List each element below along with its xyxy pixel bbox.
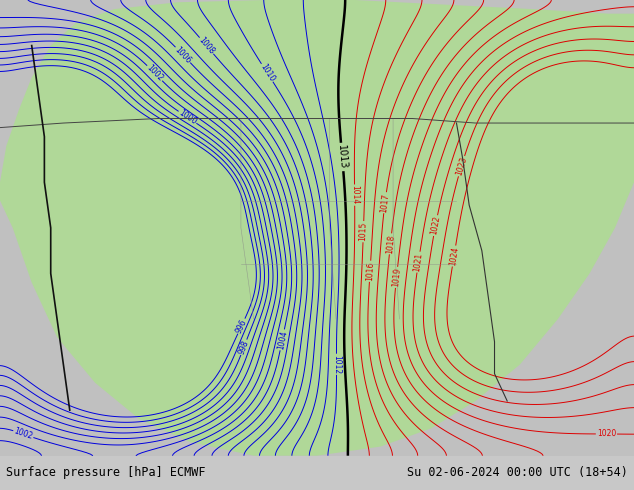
Polygon shape — [0, 0, 634, 456]
Text: 1017: 1017 — [379, 193, 391, 213]
Text: 1013: 1013 — [336, 145, 348, 170]
Text: 1012: 1012 — [332, 355, 341, 374]
Text: 1016: 1016 — [365, 261, 375, 281]
Text: Surface pressure [hPa] ECMWF: Surface pressure [hPa] ECMWF — [6, 466, 206, 479]
Text: 1004: 1004 — [276, 329, 288, 350]
Text: 1014: 1014 — [350, 185, 359, 205]
Text: 1023: 1023 — [455, 156, 469, 176]
Text: 1010: 1010 — [258, 62, 276, 83]
Text: 1008: 1008 — [197, 35, 216, 56]
Text: 1002: 1002 — [145, 63, 165, 83]
Text: 1024: 1024 — [448, 246, 460, 266]
Text: 1006: 1006 — [173, 45, 193, 65]
Text: 1020: 1020 — [597, 429, 616, 439]
Text: 998: 998 — [237, 339, 250, 356]
Text: Su 02-06-2024 00:00 UTC (18+54): Su 02-06-2024 00:00 UTC (18+54) — [407, 466, 628, 479]
Text: 1015: 1015 — [359, 222, 368, 242]
Text: 1021: 1021 — [413, 252, 424, 272]
Text: 1000: 1000 — [177, 108, 198, 126]
Text: 1019: 1019 — [391, 268, 402, 288]
Text: 1022: 1022 — [429, 215, 442, 236]
Text: 996: 996 — [234, 318, 249, 335]
Text: 1002: 1002 — [13, 427, 34, 441]
Text: 1018: 1018 — [385, 234, 396, 254]
